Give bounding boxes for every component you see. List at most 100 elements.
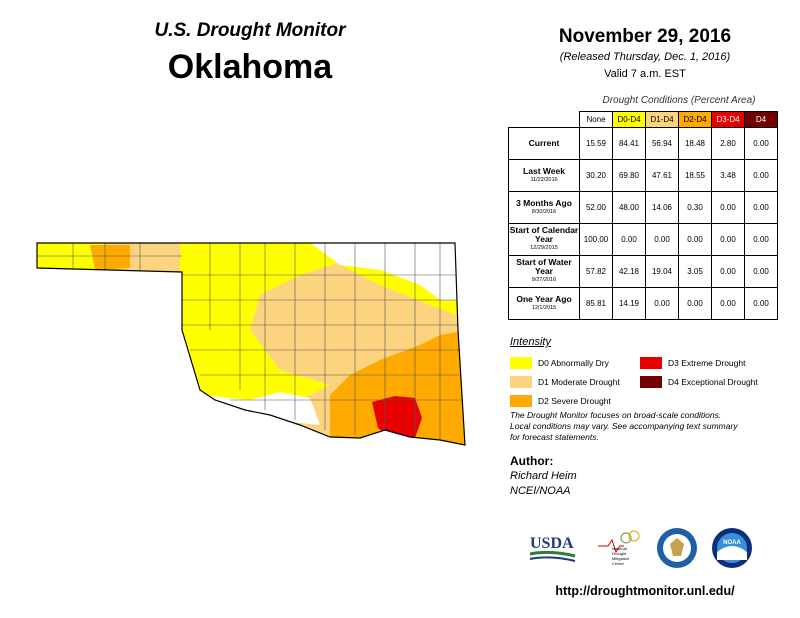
legend-label: D4 Exceptional Drought [668, 377, 758, 387]
column-header: D3-D4 [711, 111, 745, 128]
logos: USDA National Drought Mitigation Center … [529, 528, 752, 568]
column-header: D2-D4 [678, 111, 712, 128]
d0-area [180, 243, 340, 400]
ndmc-logo: National Drought Mitigation Center [598, 530, 640, 566]
row-label: Start of Water Year [516, 257, 572, 276]
doc-seal [657, 528, 697, 568]
table-row: Current 15.59 84.41 56.94 18.48 2.80 0.00 [508, 127, 778, 160]
value-cell: 0.00 [678, 223, 712, 256]
row-label: Current [528, 138, 560, 148]
legend-swatch [510, 395, 532, 407]
row-label-cell: Start of Calendar Year 12/29/2015 [508, 223, 580, 256]
value-cell: 52.00 [579, 191, 613, 224]
value-cell: 30.20 [579, 159, 613, 192]
table-row: 3 Months Ago 8/30/2016 52.00 48.00 14.06 0.30… [508, 191, 778, 224]
row-label-cell: Start of Water Year 9/27/2016 [508, 255, 580, 288]
value-cell: 0.00 [744, 255, 778, 288]
legend-item: D2 Severe Drought [510, 395, 611, 407]
legend-swatch [510, 376, 532, 388]
value-cell: 0.00 [744, 127, 778, 160]
table-caption: Drought Conditions (Percent Area) [602, 95, 756, 106]
table-row: Start of Calendar Year 12/29/2015 100.00 0.… [508, 223, 778, 256]
value-cell: 0.00 [645, 223, 679, 256]
legend-label: D3 Extreme Drought [668, 358, 746, 368]
valid-time: Valid 7 a.m. EST [604, 68, 686, 80]
value-cell: 15.59 [579, 127, 613, 160]
map [36, 242, 466, 446]
value-cell: 57.82 [579, 255, 613, 288]
d2-area [330, 330, 465, 445]
value-cell: 85.81 [579, 287, 613, 320]
legend-swatch [640, 376, 662, 388]
title: U.S. Drought Monitor [154, 20, 346, 41]
value-cell: 48.00 [612, 191, 646, 224]
d0-area [37, 243, 105, 275]
county-lines [37, 243, 463, 440]
value-cell: 3.05 [678, 255, 712, 288]
legend-label: D2 Severe Drought [538, 396, 611, 406]
value-cell: 0.00 [678, 287, 712, 320]
value-cell: 100.00 [579, 223, 613, 256]
legend-title: Intensity [510, 336, 551, 348]
value-cell: 56.94 [645, 127, 679, 160]
note-line: The Drought Monitor focuses on broad-sca… [510, 410, 722, 420]
column-header: D0-D4 [612, 111, 646, 128]
legend-item: D1 Moderate Drought [510, 376, 620, 388]
header-row: None D0-D4 D1-D4 D2-D4 D3-D4 D4 [509, 111, 778, 128]
row-label: Start of Calendar Year [509, 225, 579, 244]
d2-area [90, 245, 130, 270]
row-date: 11/22/2016 [530, 176, 558, 183]
note-line: for forecast statements. [510, 432, 599, 442]
map-date: November 29, 2016 [558, 26, 732, 47]
website-url: http://droughtmonitor.unl.edu/ [555, 584, 735, 598]
value-cell: 0.00 [744, 223, 778, 256]
author-name: Richard Heim [510, 470, 577, 482]
row-label: Last Week [523, 165, 565, 176]
author-org: NCEI/NOAA [510, 485, 571, 497]
value-cell: 14.19 [612, 287, 646, 320]
row-date: 8/30/2016 [531, 208, 557, 215]
table-row: One Year Ago 12/1/2015 85.81 14.19 0.00 0.00 0… [508, 287, 778, 320]
value-cell: 18.48 [678, 127, 712, 160]
value-cell: 47.61 [645, 159, 679, 192]
row-date: 9/27/2016 [531, 277, 557, 283]
row-date: 12/29/2015 [530, 245, 558, 251]
value-cell: 0.00 [711, 287, 745, 320]
column-header: D1-D4 [645, 111, 679, 128]
row-label: One Year Ago [516, 293, 572, 304]
value-cell: 0.00 [612, 223, 646, 256]
value-cell: 69.80 [612, 159, 646, 192]
value-cell: 0.00 [744, 159, 778, 192]
usda-text: USDA [530, 535, 574, 552]
conditions-table: None D0-D4 D1-D4 D2-D4 D3-D4 D4 Current 15.59 84… [508, 111, 778, 320]
legend-swatch [640, 357, 662, 369]
legend-item: D3 Extreme Drought [640, 357, 745, 369]
drought-areas [37, 243, 465, 445]
value-cell: 42.18 [612, 255, 646, 288]
value-cell: 0.00 [645, 287, 679, 320]
note: The Drought Monitor focuses on broad-sca… [510, 410, 738, 443]
value-cell: 84.41 [612, 127, 646, 160]
value-cell: 0.00 [744, 191, 778, 224]
row-label-cell: Last Week 11/22/2016 [508, 159, 580, 192]
d3-area [372, 396, 422, 440]
value-cell: 14.06 [645, 191, 679, 224]
table-row: Last Week 11/22/2016 30.20 69.80 47.61 18.55 3… [508, 159, 778, 192]
value-cell: 0.00 [711, 223, 745, 256]
row-label-cell: Current [508, 127, 580, 160]
legend-label: D0 Abnormally Dry [538, 358, 609, 368]
value-cell: 2.80 [711, 127, 745, 160]
value-cell: 0.00 [744, 287, 778, 320]
value-cell: 0.00 [711, 191, 745, 224]
value-cell: 18.55 [678, 159, 712, 192]
row-label-cell: 3 Months Ago 8/30/2016 [508, 191, 580, 224]
legend-swatch [510, 357, 532, 369]
d0-area [340, 265, 465, 320]
table-row: Start of Water Year 9/27/2016 57.82 42.18 19… [508, 255, 778, 288]
corner-cell [509, 112, 580, 128]
usda-logo: USDA [529, 535, 576, 562]
ndmc-text: National Drought Mitigation Center [612, 546, 630, 566]
row-label-cell: One Year Ago 12/1/2015 [508, 287, 580, 320]
row-date: 12/1/2015 [531, 304, 557, 311]
